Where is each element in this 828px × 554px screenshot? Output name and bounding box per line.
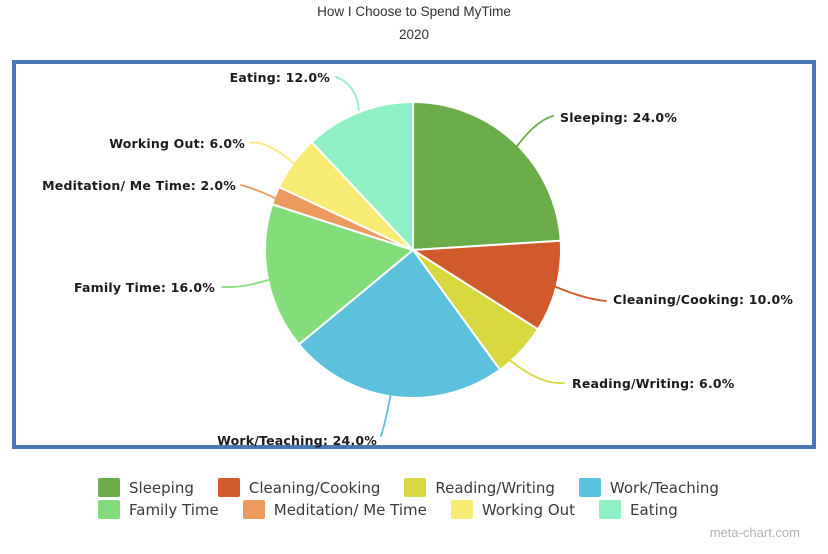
legend-row: Family Time Meditation/ Me Time Working Ou…	[98, 499, 788, 520]
legend-label: Eating	[630, 500, 678, 519]
legend-swatch-working-out	[450, 500, 473, 519]
legend-label: Working Out	[481, 500, 576, 519]
legend-item-eating: Eating	[599, 500, 678, 519]
legend-item-reading-writing: Reading/Writing	[404, 478, 555, 497]
legend-label: Reading/Writing	[435, 478, 555, 497]
legend-swatch-family-time	[98, 500, 120, 519]
callout-label-eating: Eating: 12.0%	[230, 70, 331, 85]
callout-line-meditation-me-time	[240, 184, 280, 201]
callout-label-working-out: Working Out: 6.0%	[109, 136, 245, 151]
pie-slice-work-teaching	[297, 249, 501, 399]
callout-line-cleaning-cooking	[548, 283, 607, 302]
legend-swatch-sleeping	[98, 478, 120, 497]
legend-item-sleeping: Sleeping	[98, 478, 194, 497]
legend-row: Sleeping Cleaning/Cooking Reading/Writing W…	[98, 477, 788, 498]
callout-line-work-teaching	[380, 392, 392, 437]
callout-line-sleeping	[511, 115, 554, 154]
legend-swatch-cleaning-cooking	[217, 478, 240, 497]
callout-label-reading-writing: Reading/Writing: 6.0%	[572, 376, 735, 391]
callout-line-family-time	[221, 279, 269, 289]
pie-slice-family-time	[264, 203, 414, 346]
callout-label-meditation-me-time: Meditation/ Me Time: 2.0%	[42, 178, 236, 193]
legend: Sleeping Cleaning/Cooking Reading/Writing W…	[98, 477, 788, 520]
legend-item-working-out: Working Out	[450, 500, 576, 519]
chart-title: How I Choose to Spend MyTime	[317, 4, 511, 19]
legend-label: Cleaning/Cooking	[248, 478, 381, 497]
callout-label-cleaning-cooking: Cleaning/Cooking: 10.0%	[613, 292, 793, 307]
callout-line-eating	[335, 76, 360, 111]
legend-swatch-meditation-me-time	[242, 500, 265, 519]
callout-line-reading-writing	[504, 355, 565, 384]
pie-slice-eating	[310, 101, 414, 251]
callout-label-sleeping: Sleeping: 24.0%	[560, 110, 677, 125]
legend-label: Family Time	[129, 500, 219, 519]
legend-label: Meditation/ Me Time	[273, 500, 427, 519]
chart-subtitle: 2020	[398, 27, 430, 42]
legend-item-cleaning-cooking: Cleaning/Cooking	[217, 478, 381, 497]
legend-label: Sleeping	[129, 478, 194, 497]
legend-swatch-reading-writing	[404, 478, 427, 497]
callout-line-working-out	[249, 141, 298, 167]
legend-item-meditation-me-time: Meditation/ Me Time	[242, 500, 427, 519]
watermark: meta-chart.com	[709, 525, 800, 540]
legend-label: Work/Teaching	[609, 478, 719, 497]
legend-item-family-time: Family Time	[98, 500, 219, 519]
callout-label-work-teaching: Work/Teaching: 24.0%	[217, 433, 377, 448]
legend-swatch-work-teaching	[578, 478, 601, 497]
legend-swatch-eating	[599, 500, 622, 519]
callout-label-family-time: Family Time: 16.0%	[74, 280, 215, 295]
legend-item-work-teaching: Work/Teaching	[578, 478, 719, 497]
pie-slice-sleeping	[412, 101, 562, 251]
